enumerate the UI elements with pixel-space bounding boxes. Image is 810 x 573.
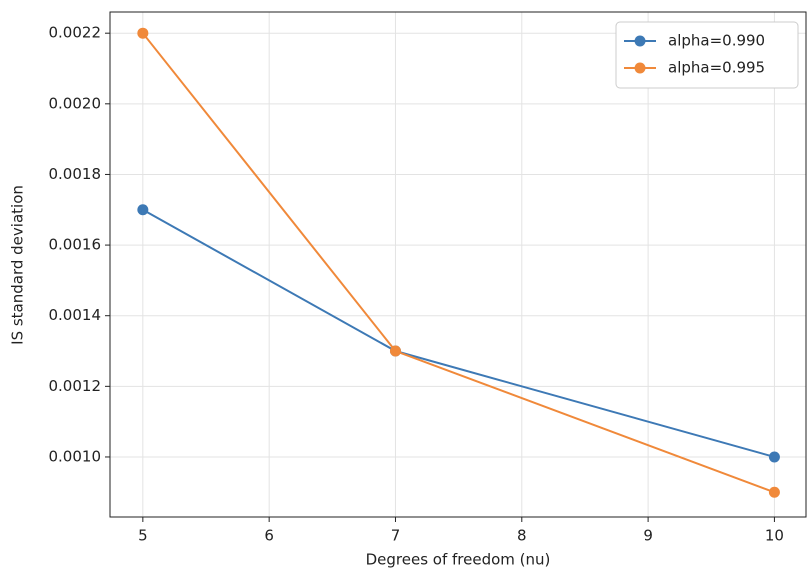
point	[389, 345, 401, 357]
x-tick-label: 9	[643, 527, 653, 545]
point	[137, 27, 149, 39]
y-tick-label: 0.0012	[49, 377, 102, 395]
y-axis-label: IS standard deviation	[9, 185, 27, 345]
x-tick-label: 10	[765, 527, 784, 545]
x-tick-label: 5	[138, 527, 148, 545]
point	[137, 204, 149, 216]
y-tick-label: 0.0010	[49, 447, 102, 465]
y-tick-label: 0.0018	[49, 165, 102, 183]
point	[768, 486, 780, 498]
x-tick-label: 7	[391, 527, 401, 545]
point	[768, 451, 780, 463]
y-tick-label: 0.0014	[49, 306, 102, 324]
y-tick-label: 0.0020	[49, 94, 102, 112]
x-axis-label: Degrees of freedom (nu)	[366, 551, 551, 569]
y-tick-label: 0.0022	[49, 24, 102, 42]
legend-label: alpha=0.990	[668, 32, 765, 50]
series-line	[142, 208, 775, 458]
legend-label: alpha=0.995	[668, 59, 765, 77]
x-tick-label: 6	[264, 527, 274, 545]
plot-frame	[109, 11, 807, 518]
legend-marker	[634, 62, 646, 74]
legend-marker	[634, 35, 646, 47]
y-tick-label: 0.0016	[49, 236, 102, 254]
legend-box	[615, 21, 799, 89]
x-tick-label: 8	[517, 527, 527, 545]
